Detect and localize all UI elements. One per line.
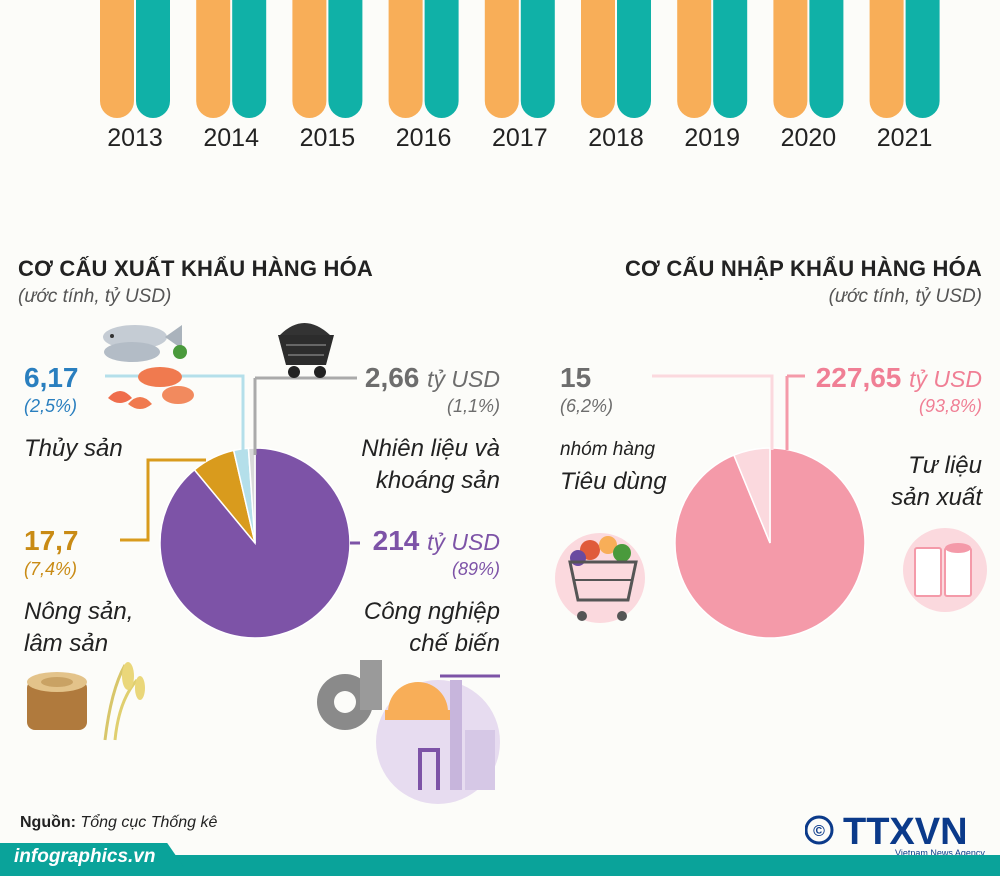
- bar-teal-2015: [328, 0, 363, 118]
- year-label: 2013: [107, 124, 163, 152]
- industrial-materials-icon: [903, 528, 987, 612]
- logo-copyright: ©: [813, 823, 825, 840]
- slice-value: 214 tỷ USD: [373, 525, 500, 557]
- slice-percent: (7,4%): [24, 559, 78, 579]
- year-label: 2017: [491, 124, 548, 152]
- source-text: Tổng cục Thống kê: [75, 814, 218, 831]
- slice-label: Nhiên liệu và: [361, 435, 500, 462]
- year-label: 2015: [299, 124, 356, 152]
- bar-orange-2013: [100, 0, 134, 118]
- slice-label: nhóm hàng: [560, 439, 656, 460]
- fish-seafood-icon: [103, 325, 194, 409]
- slice-value: 17,7: [24, 525, 79, 557]
- wood-rice-icon: [27, 662, 145, 741]
- slice-value-number: 15: [560, 362, 592, 393]
- slice-value-number: 227,65: [815, 362, 902, 393]
- slice-label: Tiêu dùng: [560, 468, 667, 495]
- year-label: 2020: [780, 124, 837, 152]
- year-bars-strip: [100, 0, 940, 118]
- slice-percent: (89%): [451, 559, 500, 579]
- slice-value-number: 6,17: [24, 362, 79, 393]
- bar-orange-2018: [581, 0, 615, 118]
- slice-percent: (2,5%): [24, 396, 78, 416]
- slice-label: chế biến: [409, 630, 500, 657]
- export-title: CƠ CẤU XUẤT KHẨU HÀNG HÓA: [18, 256, 373, 281]
- footer-band: [0, 855, 1000, 876]
- slice-value: 6,17: [24, 362, 79, 394]
- year-label: 2019: [684, 124, 740, 152]
- slice-value-number: 214: [372, 525, 420, 556]
- slice-label: Công nghiệp: [363, 598, 500, 625]
- year-label: 2016: [395, 124, 452, 152]
- slice-label: Thủy sản: [24, 435, 123, 462]
- slice-unit: tỷ USD: [909, 366, 982, 392]
- bar-orange-2019: [677, 0, 712, 118]
- industry-factory-icon: [317, 660, 500, 804]
- export-subtitle: (ước tính, tỷ USD): [18, 286, 172, 307]
- slice-percent: (93,8%): [918, 396, 982, 416]
- bar-teal-2020: [809, 0, 844, 118]
- bar-orange-2014: [196, 0, 231, 118]
- slice-value-number: 17,7: [24, 525, 79, 556]
- year-label: 2021: [876, 124, 933, 152]
- slice-label: sản xuất: [891, 484, 982, 511]
- import-subtitle: (ước tính, tỷ USD): [828, 286, 982, 307]
- year-label: 2014: [203, 124, 259, 152]
- source-label: Nguồn:: [20, 814, 76, 831]
- slice-label: Nông sản,: [24, 598, 134, 625]
- slice-label: lâm sản: [24, 630, 109, 657]
- bar-teal-2013: [136, 0, 170, 118]
- import-title: CƠ CẤU NHẬP KHẨU HÀNG HÓA: [624, 256, 982, 281]
- slice-unit: tỷ USD: [427, 529, 500, 555]
- bar-orange-2021: [869, 0, 904, 118]
- shopping-cart-icon: [555, 533, 645, 623]
- bar-orange-2020: [773, 0, 808, 118]
- bar-teal-2021: [905, 0, 940, 118]
- ttxvn-logo: © TTXVN Vietnam News Agency: [805, 811, 985, 858]
- slice-label: Tư liệu: [908, 452, 982, 479]
- bar-orange-2016: [388, 0, 423, 118]
- bar-teal-2016: [424, 0, 459, 118]
- slice-percent: (1,1%): [446, 396, 500, 416]
- bar-teal-2014: [232, 0, 267, 118]
- slice-value: 227,65 tỷ USD: [816, 362, 982, 394]
- bar-teal-2017: [520, 0, 555, 118]
- coal-cart-icon: [278, 323, 334, 378]
- slice-value-number: 2,66: [364, 362, 420, 393]
- bar-orange-2017: [484, 0, 519, 118]
- leader-line-agri: [120, 458, 206, 542]
- bar-teal-2019: [713, 0, 748, 118]
- bar-orange-2015: [292, 0, 327, 118]
- slice-percent: (6,2%): [560, 396, 614, 416]
- slice-label: khoáng sản: [375, 467, 500, 494]
- footer-tab: [0, 843, 190, 876]
- logo-text: TTXVN: [843, 811, 968, 853]
- site-link[interactable]: infographics.vn: [14, 846, 156, 867]
- pie-slice-1-1: [732, 447, 771, 544]
- slice-unit: tỷ USD: [427, 366, 500, 392]
- logo-sub: Vietnam News Agency: [895, 848, 985, 858]
- leader-line-consumer: [652, 374, 774, 450]
- source-line: Nguồn: Tổng cục Thống kê: [20, 814, 217, 832]
- slice-value: 2,66 tỷ USD: [365, 362, 500, 394]
- slice-value: 15: [560, 362, 591, 394]
- bar-teal-2018: [617, 0, 651, 118]
- year-label: 2018: [588, 124, 644, 152]
